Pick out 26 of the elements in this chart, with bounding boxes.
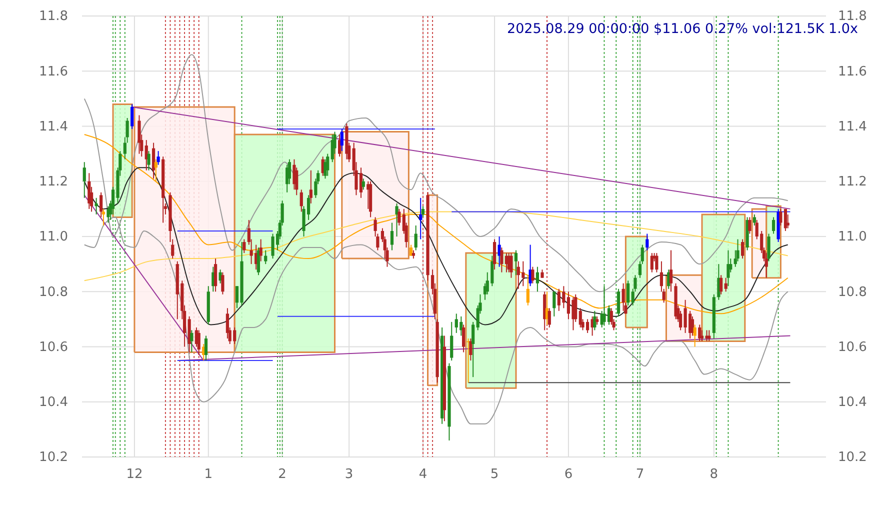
- y2-tick-label: 10.8: [838, 284, 867, 300]
- y-tick-label: 10.8: [39, 284, 68, 300]
- y-tick-label: 11.6: [39, 64, 68, 80]
- y-tick-label: 11.2: [39, 174, 68, 190]
- y2-tick-label: 11.4: [838, 119, 867, 134]
- y2-tick-label: 11.0: [838, 230, 867, 245]
- y-tick-label: 11.4: [39, 119, 68, 134]
- y-tick-label: 10.6: [39, 340, 68, 355]
- x-tick-label: 8: [710, 467, 718, 482]
- x-tick-label: 3: [344, 467, 354, 482]
- y2-tick-label: 11.6: [838, 64, 867, 80]
- x-tick-label: 5: [490, 467, 499, 482]
- y-tick-label: 11.0: [39, 230, 68, 245]
- x-tick-label: 7: [636, 467, 644, 482]
- y-tick-label: 11.8: [39, 9, 68, 24]
- x-tick-label: 2: [278, 467, 286, 482]
- y2-tick-label: 11.2: [838, 174, 867, 190]
- y-tick-label: 10.2: [39, 450, 68, 466]
- y-tick-label: 10.4: [39, 395, 68, 410]
- y2-tick-label: 10.2: [838, 450, 867, 466]
- y2-tick-label: 10.4: [838, 395, 867, 410]
- x-tick-label: 4: [418, 467, 428, 482]
- x-tick-label: 6: [564, 467, 573, 482]
- y2-tick-label: 10.6: [838, 340, 867, 355]
- x-tick-label: 12: [126, 467, 143, 482]
- x-tick-label: 1: [204, 467, 213, 482]
